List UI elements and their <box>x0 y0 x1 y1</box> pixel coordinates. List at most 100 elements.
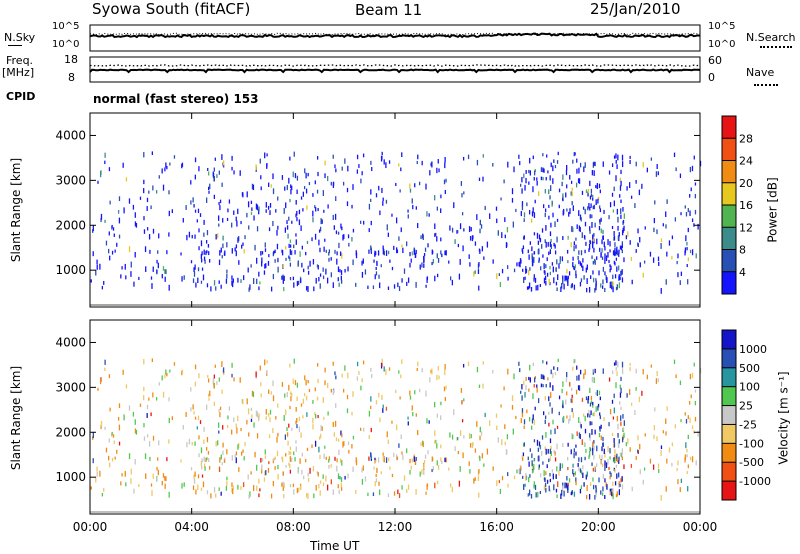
power-point <box>642 161 644 168</box>
power-point <box>578 250 580 255</box>
power-point <box>607 251 609 258</box>
velocity-point <box>552 385 554 391</box>
velocity-point <box>614 469 616 473</box>
power-point <box>599 189 601 194</box>
power-point <box>614 262 616 266</box>
velocity-point <box>441 460 443 465</box>
power-point <box>695 253 697 259</box>
velocity-point <box>328 456 331 461</box>
power-point <box>598 225 601 231</box>
power-point <box>656 229 658 235</box>
freq-tick-top: 18 <box>64 53 78 66</box>
power-point <box>518 154 520 159</box>
velocity-colorbar-segment <box>722 443 736 463</box>
power-point <box>589 229 591 234</box>
velocity-point <box>544 415 547 420</box>
velocity-point <box>548 411 550 415</box>
power-point <box>615 175 617 182</box>
power-point <box>576 224 578 230</box>
power-point <box>680 212 682 216</box>
velocity-point <box>617 423 619 430</box>
power-point <box>616 208 619 215</box>
velocity-point <box>237 415 239 422</box>
velocity-point <box>557 481 559 488</box>
velocity-point <box>573 452 575 459</box>
power-point <box>687 208 689 213</box>
power-data-points <box>90 151 702 306</box>
power-point <box>612 281 614 287</box>
velocity-point <box>684 457 686 463</box>
x-tick-label: 00:00 <box>683 520 718 534</box>
power-point <box>536 177 538 181</box>
velocity-point <box>295 406 297 412</box>
power-point <box>412 204 414 210</box>
velocity-point <box>254 451 256 458</box>
velocity-point <box>500 404 502 408</box>
power-point <box>205 250 207 255</box>
velocity-point <box>313 493 315 499</box>
power-point <box>108 167 111 172</box>
velocity-point <box>377 457 380 463</box>
velocity-point <box>250 407 253 412</box>
power-point <box>248 287 250 292</box>
velocity-point <box>658 468 660 473</box>
power-point <box>542 254 544 258</box>
power-point <box>235 250 237 257</box>
power-point <box>568 212 570 217</box>
velocity-point <box>618 481 620 485</box>
power-point <box>562 236 564 241</box>
y-tick-label: 2000 <box>55 425 86 439</box>
power-point <box>302 191 305 197</box>
power-point <box>539 238 542 243</box>
velocity-point <box>496 425 498 431</box>
power-point <box>616 246 618 251</box>
power-point <box>591 214 593 219</box>
velocity-point <box>538 464 540 469</box>
power-point <box>164 276 166 282</box>
velocity-point <box>592 477 594 482</box>
power-point <box>208 171 210 176</box>
velocity-point <box>449 483 452 488</box>
velocity-point <box>620 415 622 421</box>
power-point <box>208 190 210 194</box>
power-point <box>536 180 538 186</box>
velocity-point <box>691 425 694 430</box>
power-point <box>250 264 252 268</box>
velocity-point <box>575 444 577 448</box>
power-point <box>346 201 349 207</box>
velocity-point <box>582 465 584 470</box>
velocity-point <box>143 423 145 428</box>
power-point <box>552 266 554 273</box>
velocity-point <box>298 416 301 422</box>
power-point <box>666 199 668 204</box>
velocity-colorbar-label: -100 <box>739 437 764 450</box>
velocity-point <box>338 449 340 456</box>
velocity-point <box>462 452 464 459</box>
power-point <box>407 277 410 283</box>
power-point <box>155 190 158 194</box>
power-point <box>613 200 615 207</box>
velocity-point <box>697 430 699 437</box>
velocity-point <box>552 372 554 379</box>
velocity-point <box>351 411 353 416</box>
velocity-point <box>495 413 498 418</box>
power-point <box>398 286 401 292</box>
velocity-point <box>615 458 617 463</box>
velocity-point <box>290 396 292 402</box>
velocity-point <box>143 386 145 392</box>
y-tick-label: 1000 <box>55 263 86 277</box>
velocity-point <box>411 405 413 411</box>
power-point <box>100 213 103 220</box>
velocity-point <box>205 404 208 410</box>
velocity-point <box>155 397 158 401</box>
power-point <box>522 250 524 254</box>
power-point <box>277 196 279 201</box>
velocity-point <box>373 466 375 470</box>
power-point <box>266 163 268 168</box>
velocity-point <box>193 474 195 479</box>
velocity-point <box>540 383 543 388</box>
power-point <box>531 246 533 252</box>
velocity-point <box>410 465 412 470</box>
power-point <box>503 179 505 184</box>
power-point <box>553 159 555 163</box>
